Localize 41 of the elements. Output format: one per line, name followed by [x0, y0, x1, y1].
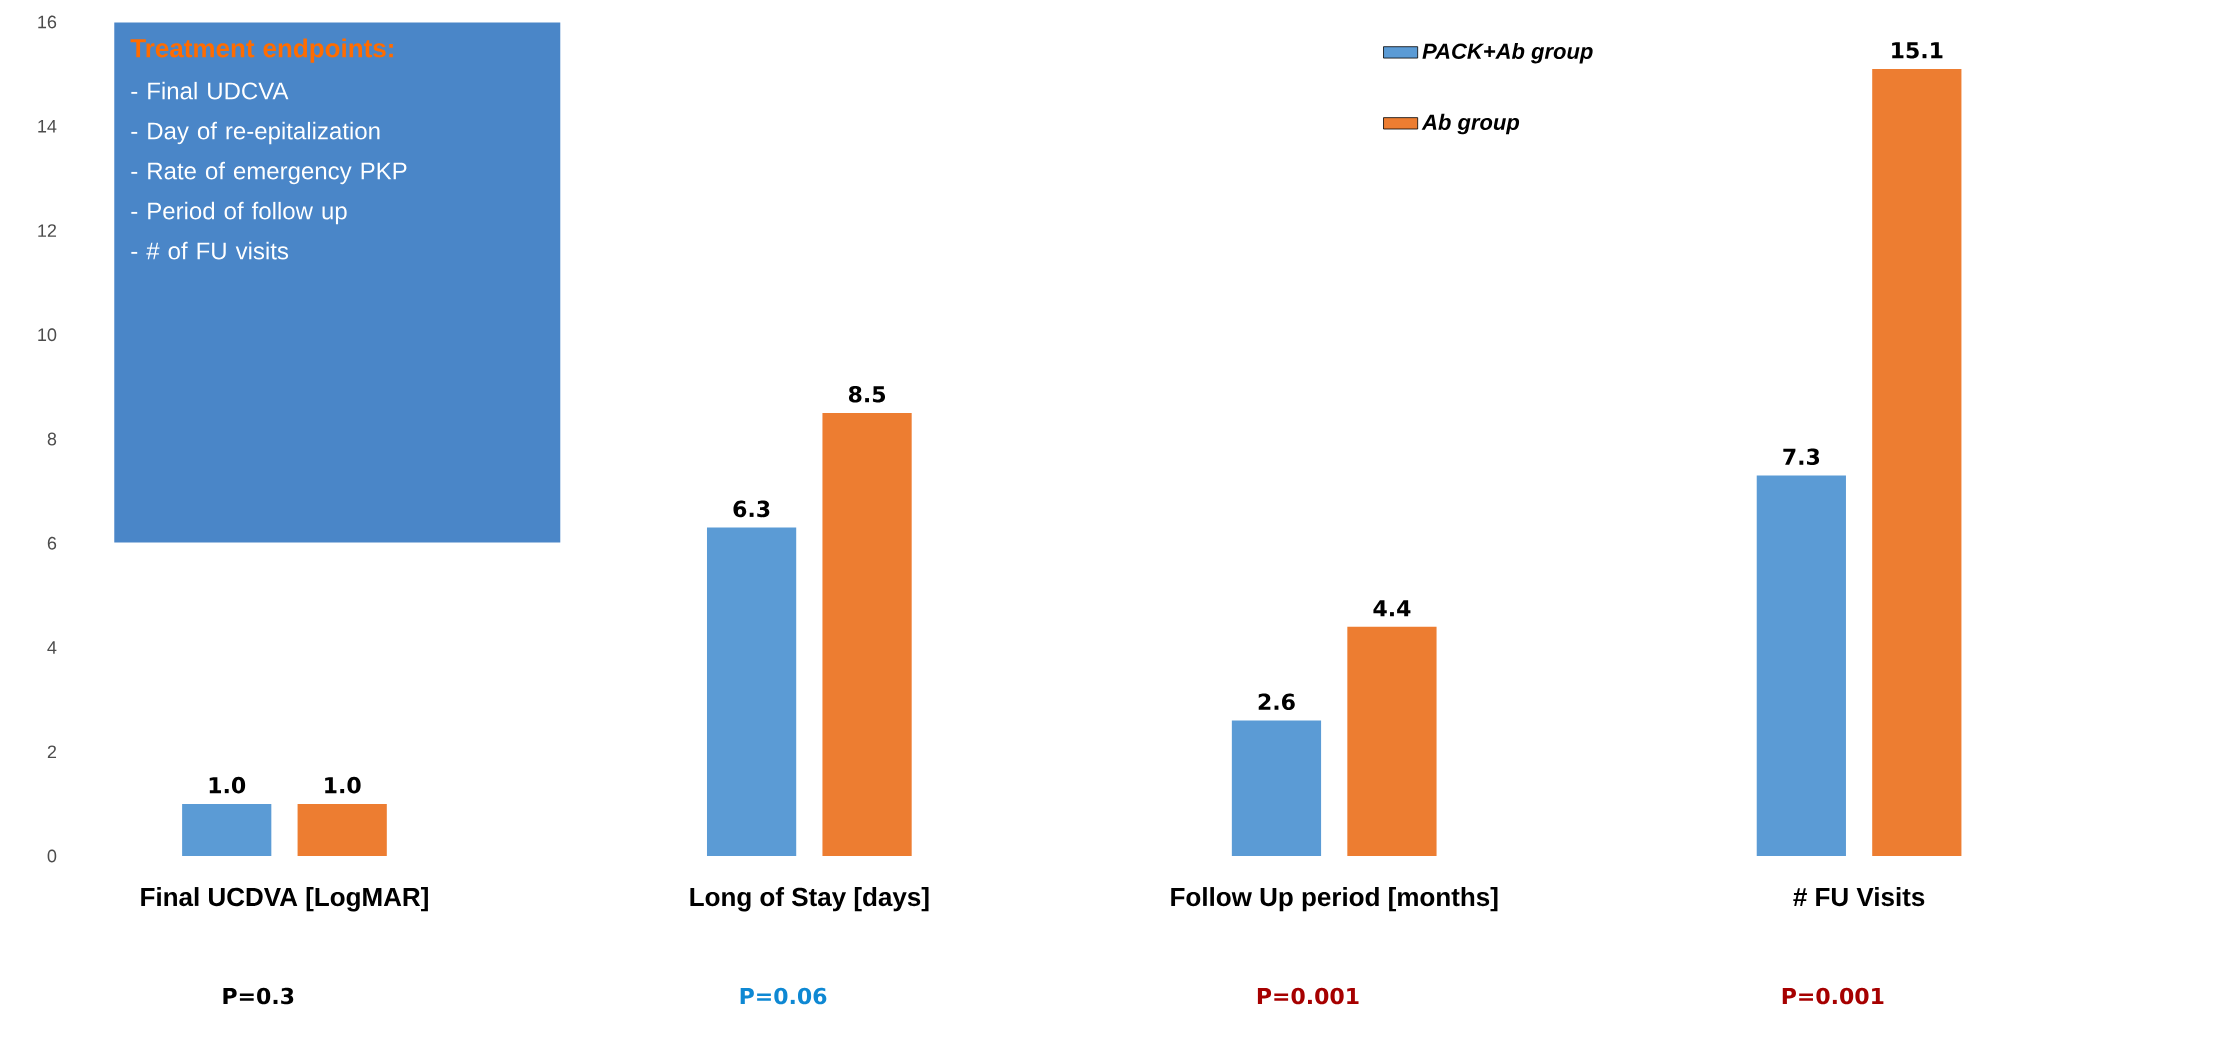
- text: P=0.3: [223, 987, 294, 1005]
- bar: [1756, 475, 1846, 856]
- y-tick-label: 10: [38, 328, 57, 342]
- x-tick-label: Final UCDVA [LogMAR]: [141, 887, 428, 912]
- data-label: 1.0: [209, 776, 246, 794]
- text: P=0.001: [1782, 987, 1884, 1005]
- text: P=0.001: [1257, 987, 1359, 1005]
- bar: [822, 412, 912, 856]
- bar: [182, 803, 272, 856]
- y-tick-label: 2: [47, 745, 57, 759]
- bar: [706, 527, 797, 856]
- text: P=0.06: [740, 987, 827, 1005]
- bar: [297, 803, 387, 856]
- x-tick-label: Long of Stay [days]: [690, 887, 929, 912]
- data-label: 6.3: [733, 500, 770, 518]
- bar: [1231, 720, 1322, 856]
- annotation: - Period of follow up: [131, 201, 347, 225]
- x-tick-label: # FU Visits: [1793, 887, 1925, 907]
- annotation: - # of FU visits: [131, 241, 289, 260]
- y-tick-label: 12: [38, 224, 57, 237]
- data-label: 4.4: [1373, 600, 1411, 617]
- bar: [1872, 68, 1962, 856]
- legend-label: Ab group: [1421, 113, 1520, 135]
- y-tick-label: 14: [38, 120, 57, 133]
- annotation: - Day of re-epitalization: [131, 121, 380, 145]
- data-label: 7.3: [1783, 448, 1820, 466]
- data-label: 1.0: [325, 776, 361, 794]
- y-tick-label: 4: [47, 641, 57, 654]
- y-tick-label: 8: [47, 432, 57, 446]
- annotation: Treatment endpoints:: [130, 38, 393, 63]
- data-label: 15.1: [1892, 42, 1943, 59]
- y-tick-label: 16: [38, 15, 57, 29]
- x-tick-label: Follow Up period [months]: [1171, 887, 1498, 912]
- legend-label: PACK+Ab group: [1422, 42, 1593, 64]
- y-tick-label: 6: [47, 536, 57, 550]
- data-label: 2.6: [1258, 693, 1295, 711]
- data-label: 8.5: [848, 385, 886, 403]
- annotation: - Final UDCVA: [131, 81, 289, 100]
- y-tick-label: 0: [47, 849, 57, 863]
- annotation: - Rate of emergency PKP: [131, 161, 407, 185]
- bar: [1347, 626, 1437, 856]
